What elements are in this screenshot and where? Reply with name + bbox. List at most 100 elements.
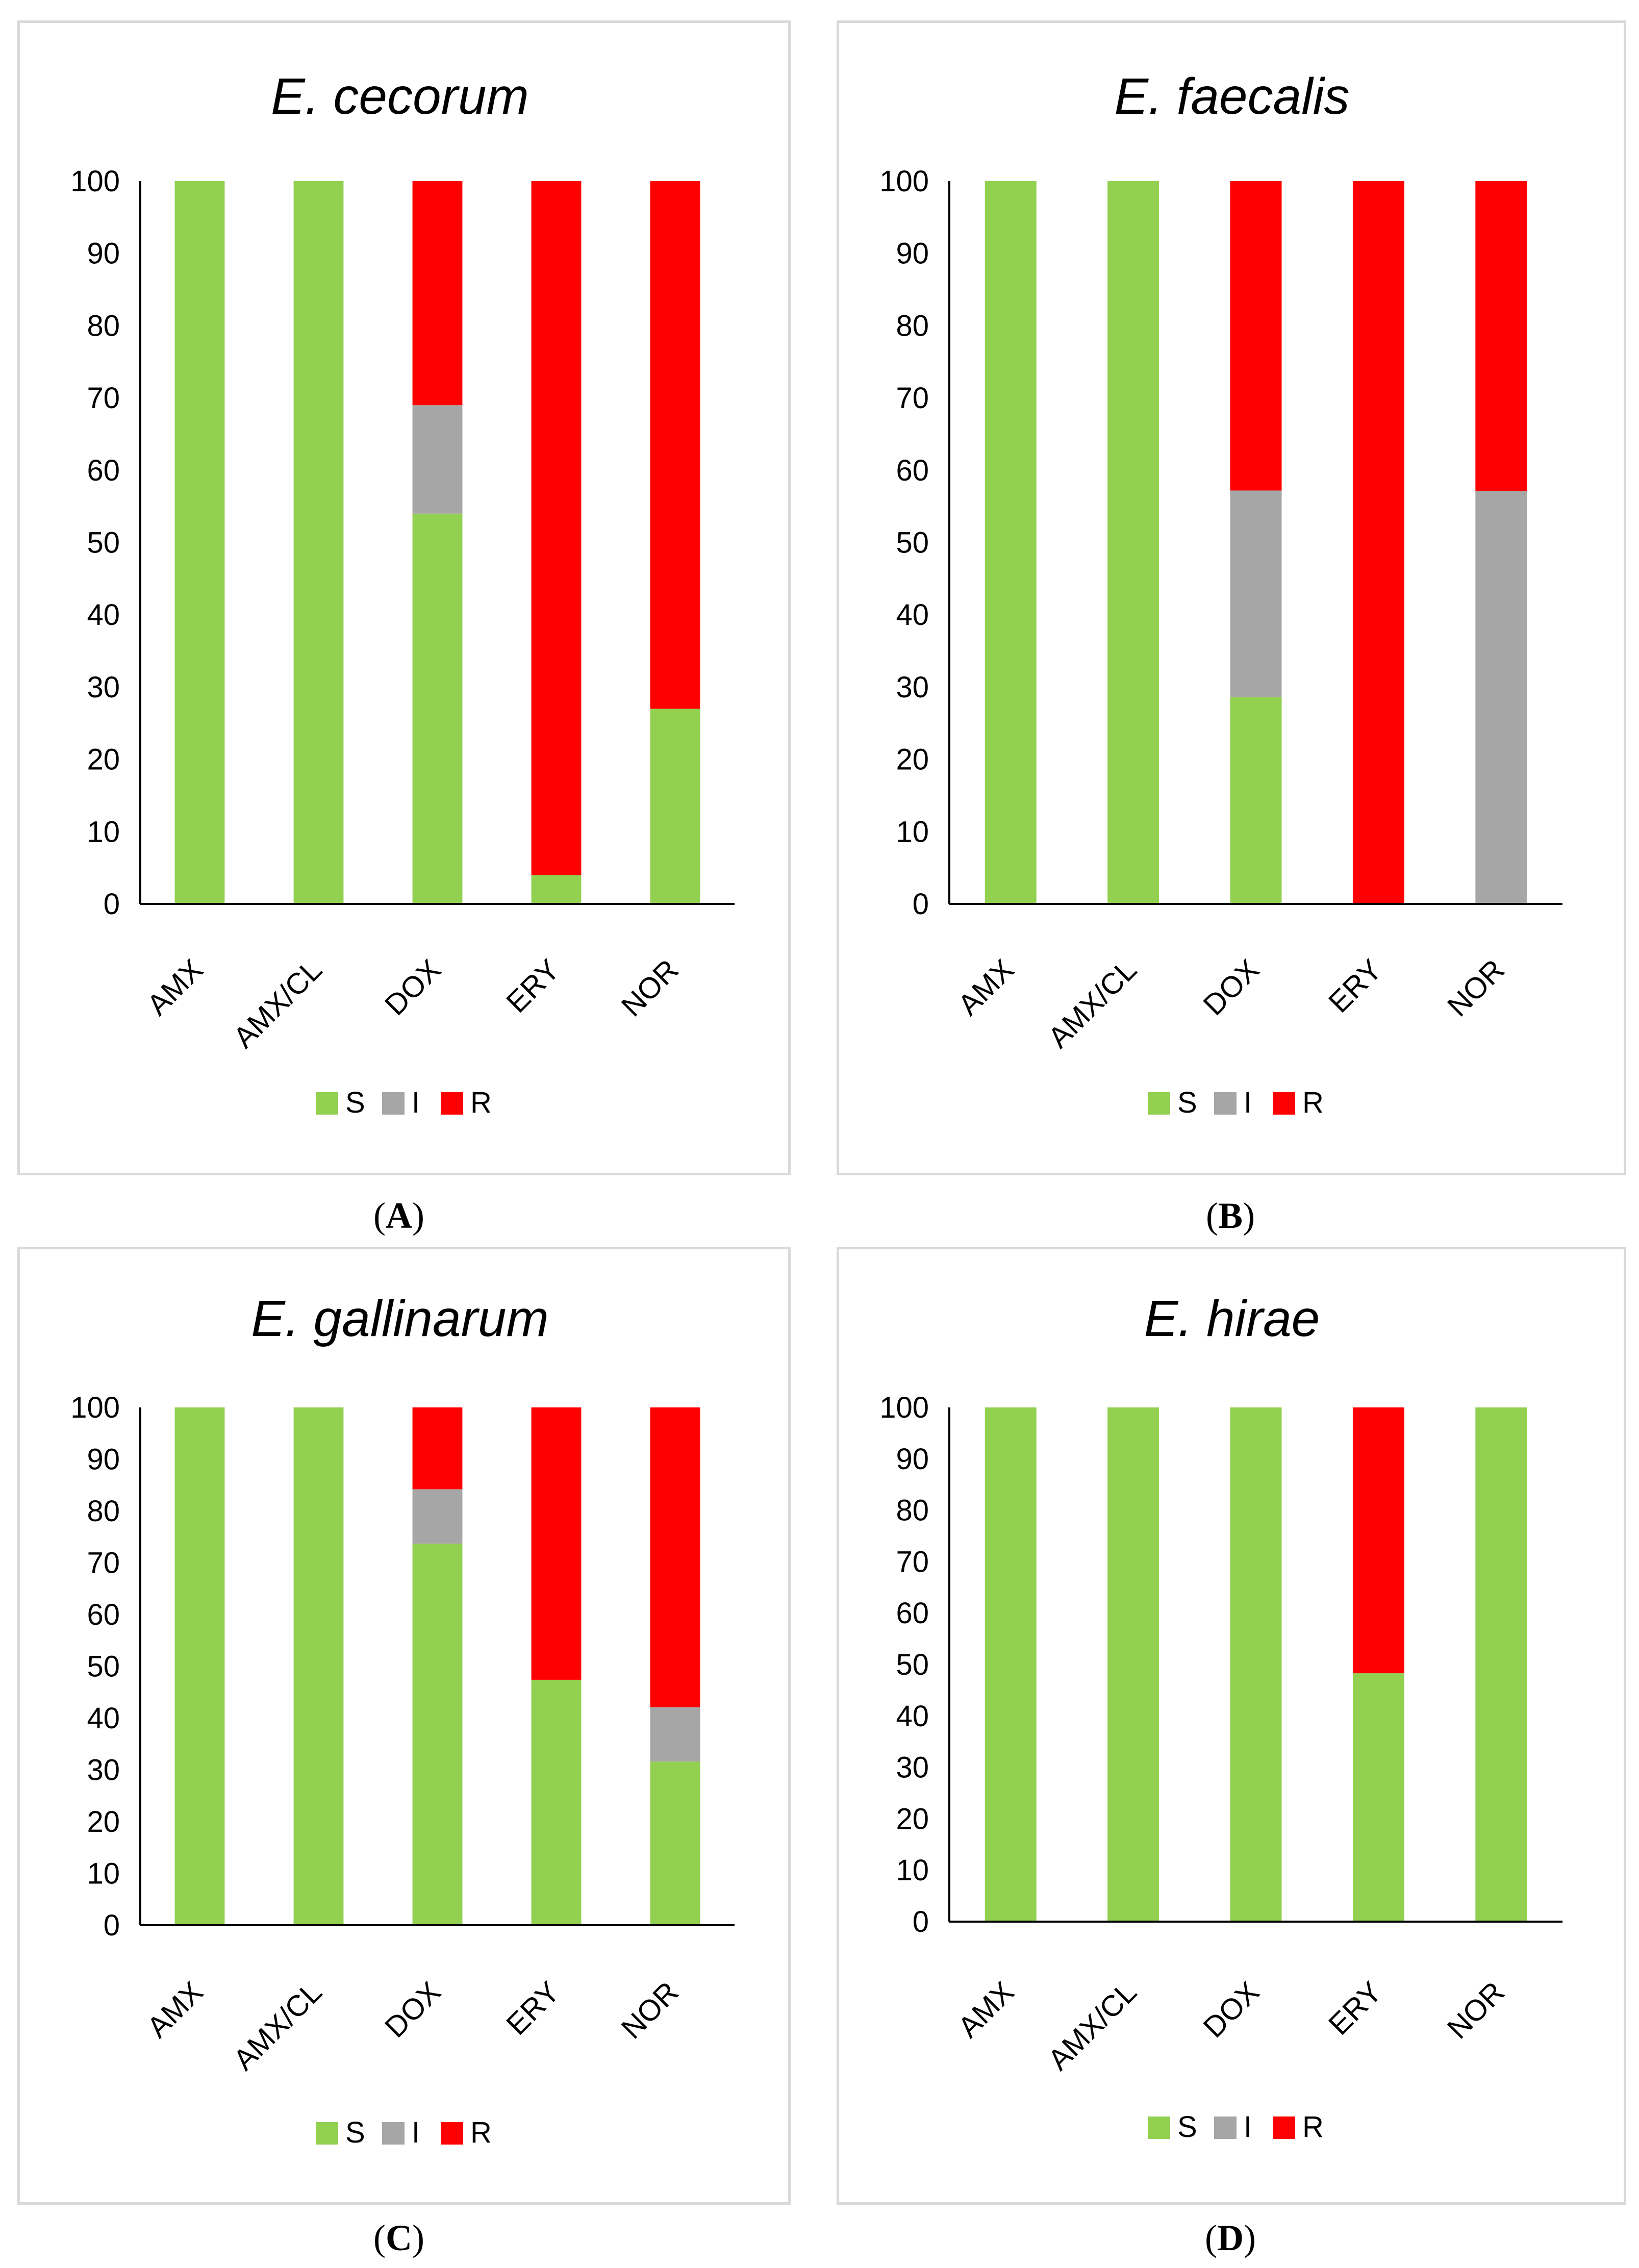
- bar-S-dox: [1230, 1407, 1282, 1922]
- bar-S-dox: [412, 513, 463, 904]
- bar-S-amx-cl: [1107, 181, 1159, 904]
- bar-I-dox: [412, 1489, 463, 1544]
- y-tick-label: 100: [879, 1391, 929, 1424]
- legend-label-I: I: [412, 2116, 420, 2149]
- caption-letter-c: C: [386, 2217, 412, 2258]
- bar-R-ery: [1352, 1407, 1404, 1674]
- y-tick-label: 100: [879, 165, 929, 198]
- y-tick-label: 50: [896, 526, 929, 560]
- category-label-dox: DOX: [379, 953, 447, 1022]
- y-tick-label: 40: [896, 598, 929, 632]
- bar-R-dox: [412, 1407, 463, 1490]
- bar-S-ery: [531, 875, 582, 904]
- legend-swatch-I: [382, 2122, 405, 2145]
- chart-panel-b: E. faecalis 0 10 20 30 40 50 60 70 80 90 100 AMX AMX/…: [837, 20, 1626, 1175]
- y-tick-label: 30: [87, 671, 120, 704]
- chart-title-b: E. faecalis: [1114, 68, 1349, 125]
- legend-label-I: I: [1244, 2110, 1252, 2144]
- legend-swatch-S: [316, 1092, 338, 1115]
- caption-b: (B): [1206, 1195, 1255, 1236]
- bar-I-dox: [1230, 490, 1282, 697]
- chart-title-d: E. hirae: [1144, 1290, 1320, 1347]
- bar-S-nor: [650, 1761, 700, 1925]
- bar-R-nor: [650, 181, 700, 709]
- bar-I-nor: [650, 1707, 700, 1762]
- category-label-nor: NOR: [615, 953, 685, 1023]
- y-tick-label: 60: [87, 1598, 120, 1631]
- legend-swatch-I: [1214, 2116, 1237, 2139]
- bar-S-dox: [1230, 697, 1282, 904]
- legend-label-S: S: [345, 2116, 365, 2149]
- legend-swatch-R: [441, 2122, 463, 2145]
- category-label-nor: NOR: [615, 1975, 685, 2045]
- bar-R-dox: [412, 181, 463, 406]
- legend-label-I: I: [1244, 1086, 1252, 1119]
- bar-S-ery: [531, 1679, 582, 1925]
- category-label-dox: DOX: [1197, 1975, 1266, 2044]
- category-label-ery: ERY: [500, 953, 566, 1019]
- bar-R-nor: [1475, 181, 1527, 491]
- y-tick-label: 20: [896, 1802, 929, 1835]
- y-tick-label: 100: [70, 165, 120, 198]
- legend-swatch-R: [441, 1092, 463, 1115]
- bar-S-nor: [650, 709, 700, 904]
- y-tick-label: 70: [896, 1545, 929, 1578]
- legend-label-R: R: [1302, 1086, 1324, 1119]
- bar-S-amx: [985, 181, 1037, 904]
- y-tick-label: 0: [104, 1909, 120, 1942]
- y-tick-label: 30: [896, 1751, 929, 1784]
- bar-R-ery: [1352, 181, 1404, 904]
- y-tick-label: 60: [896, 454, 929, 487]
- category-label-ery: ERY: [1322, 1975, 1389, 2042]
- y-tick-label: 20: [87, 1805, 120, 1838]
- legend-swatch-I: [382, 1092, 405, 1115]
- chart-title-a: E. cecorum: [271, 68, 529, 125]
- y-tick-label: 90: [87, 237, 120, 270]
- y-tick-label: 50: [87, 526, 120, 560]
- bar-S-amx-cl: [1107, 1407, 1159, 1922]
- bar-S-amx-cl: [293, 1407, 344, 1925]
- chart-title-c: E. gallinarum: [251, 1290, 549, 1347]
- category-label-amx-cl: AMX/CL: [227, 1975, 329, 2077]
- chart-panel-c: E. gallinarum 0 10 20 30 40 50 60 70 80 90 100 AMX AM…: [17, 1247, 791, 2205]
- y-tick-label: 20: [87, 743, 120, 776]
- y-tick-label: 60: [896, 1597, 929, 1630]
- legend-swatch-I: [1214, 1092, 1237, 1115]
- category-label-nor: NOR: [1441, 953, 1511, 1023]
- bar-R-ery: [531, 1407, 582, 1680]
- category-label-dox: DOX: [1197, 953, 1266, 1022]
- chart-panel-d: E. hirae 0 10 20 30 40 50 60 70 80 90 100 AMX AMX/CL D…: [837, 1247, 1626, 2205]
- bar-S-amx: [174, 181, 225, 904]
- y-tick-label: 30: [896, 671, 929, 704]
- caption-letter-a: A: [386, 1195, 412, 1236]
- y-tick-label: 70: [896, 382, 929, 415]
- y-tick-label: 20: [896, 743, 929, 776]
- y-tick-label: 10: [87, 815, 120, 848]
- legend-label-R: R: [470, 1086, 492, 1119]
- legend-swatch-S: [1148, 2116, 1170, 2139]
- y-tick-label: 40: [87, 598, 120, 632]
- bar-S-ery: [1352, 1673, 1404, 1922]
- y-tick-label: 90: [896, 1443, 929, 1476]
- y-tick-label: 40: [896, 1700, 929, 1733]
- y-tick-label: 70: [87, 1547, 120, 1580]
- caption-c: (C): [373, 2217, 424, 2258]
- category-label-amx-cl: AMX/CL: [1042, 1975, 1143, 2077]
- y-tick-label: 80: [87, 309, 120, 342]
- bar-S-nor: [1475, 1407, 1527, 1922]
- bar-S-amx: [174, 1407, 225, 1925]
- y-tick-label: 10: [896, 815, 929, 848]
- bar-S-amx-cl: [293, 181, 344, 904]
- category-label-amx-cl: AMX/CL: [1042, 953, 1143, 1054]
- legend-swatch-R: [1273, 2116, 1295, 2139]
- bar-R-dox: [1230, 181, 1282, 491]
- y-tick-label: 10: [896, 1854, 929, 1887]
- caption-d: (D): [1205, 2217, 1256, 2258]
- legend-swatch-S: [316, 2122, 338, 2145]
- y-tick-label: 0: [104, 888, 120, 921]
- bar-S-dox: [412, 1543, 463, 1925]
- legend-label-S: S: [1177, 1086, 1197, 1119]
- legend-label-S: S: [345, 1086, 365, 1119]
- chart-canvas-b: E. faecalis 0 10 20 30 40 50 60 70 80 90 100 AMX AMX/…: [879, 68, 1562, 1119]
- chart-canvas-c: E. gallinarum 0 10 20 30 40 50 60 70 80 90 100 AMX AM…: [70, 1290, 735, 2149]
